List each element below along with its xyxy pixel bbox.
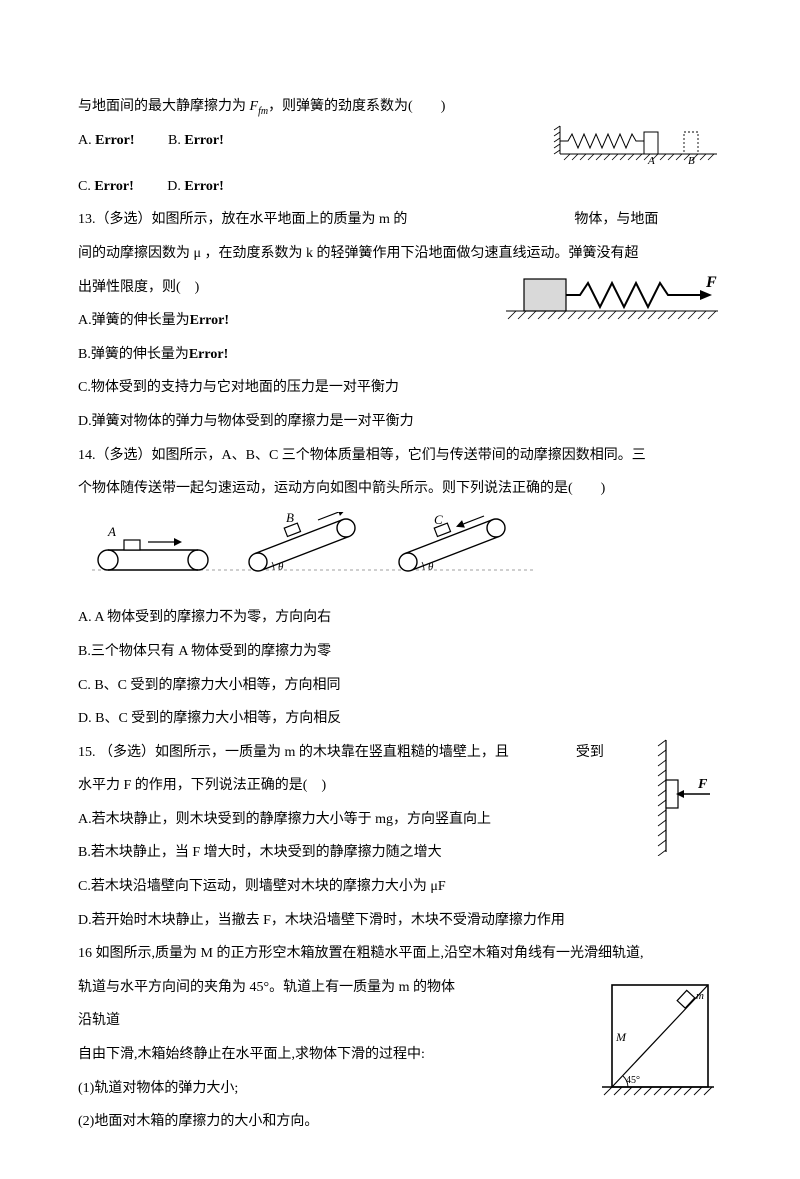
q16-figure: M m 45°	[598, 971, 718, 1101]
q15-opt-b: B.若木块静止，当 F 增大时，木块受到的静摩擦力随之增大	[78, 836, 722, 870]
q14-figure: A B θ	[88, 512, 722, 596]
q12-opt-c: C. Error!	[78, 170, 134, 204]
q14-head: 14.（多选）如图所示，A、B、C 三个物体质量相等，它们与传送带间的动摩擦因数…	[78, 439, 722, 473]
q15-opt-d: D.若开始时木块静止，当撤去 F，木块沿墙壁下滑时，木块不受滑动摩擦力作用	[78, 904, 722, 938]
q15-figure: F	[648, 736, 718, 856]
q13-head-text: 13.（多选）如图所示，放在水平地面上的质量为 m 的	[78, 212, 407, 227]
q12-opts-row2: C. Error! D. Error!	[78, 170, 722, 204]
q12-opt-b: B. Error!	[168, 124, 224, 158]
q12-fig-label-a: A	[647, 155, 655, 166]
q14-opt-b: B.三个物体只有 A 物体受到的摩擦力为零	[78, 635, 722, 669]
q15-head: 15. （多选）如图所示，一质量为 m 的木块靠在竖直粗糙的墙壁上，且 受到	[78, 736, 722, 770]
q13-figure-svg: F	[502, 271, 722, 326]
q13-line2: 间的动摩擦因数为 μ ，在劲度系数为 k 的轻弹簧作用下沿地面做匀速直线运动。弹…	[78, 237, 722, 271]
q16-fig-label-m-small: m	[696, 990, 704, 1002]
q14-label-c: C	[434, 512, 443, 527]
q14-conv-a: A	[98, 524, 208, 570]
q15-fig-label-f: F	[697, 777, 708, 792]
q14-opt-d: D. B、C 受到的摩擦力大小相等，方向相反	[78, 702, 722, 736]
q15-opt-c: C.若木块沿墙壁向下运动，则墙壁对木块的摩擦力大小为 μF	[78, 870, 722, 904]
q13-fig-label-f: F	[705, 274, 717, 291]
q12-figure: A B	[552, 124, 722, 166]
q16-sub2: (2)地面对木箱的摩擦力的大小和方向。	[78, 1105, 722, 1139]
q16-line2a: 轨道与水平方向间的夹角为 45°。轨道上有一质量为 m 的物体	[78, 980, 455, 995]
q15-head-tail: 受到	[576, 745, 604, 760]
q13-opt-c: C.物体受到的支持力与它对地面的压力是一对平衡力	[78, 371, 722, 405]
q16-fig-label-m-big: M	[615, 1030, 627, 1044]
q15-opt-a: A.若木块静止，则木块受到的静摩擦力大小等于 mg，方向竖直向上	[78, 803, 722, 837]
q12-figure-svg: A B	[552, 124, 722, 166]
q13-opt-b: B.弹簧的伸长量为Error!	[78, 338, 722, 372]
q16-head: 16 如图所示,质量为 M 的正方形空木箱放置在粗糙水平面上,沿空木箱对角线有一…	[78, 937, 722, 971]
q12-opt-a: A. A. Error!Error!	[78, 124, 135, 158]
q14-label-a: A	[107, 524, 116, 539]
q13-head-tail: 物体，与地面	[574, 212, 658, 227]
q14-opt-c: C. B、C 受到的摩擦力大小相等，方向相同	[78, 669, 722, 703]
q13-opt-d: D.弹簧对物体的弹力与物体受到的摩擦力是一对平衡力	[78, 405, 722, 439]
q12-F-sym: F	[250, 99, 259, 114]
q16-line2b: 沿轨道	[78, 1013, 120, 1028]
q14-label-theta-b: θ	[278, 561, 284, 573]
q16-fig-label-angle: 45°	[626, 1075, 640, 1086]
q12-opts-row1: A B A. A. Error!Error! B. Error!	[78, 124, 722, 170]
q14-conv-c: C θ	[399, 512, 505, 573]
q12-opt-d: D. Error!	[167, 170, 224, 204]
q12-fig-label-b: B	[688, 155, 695, 166]
q13-figure: F	[502, 271, 722, 326]
q15-head-text: 15. （多选）如图所示，一质量为 m 的木块靠在竖直粗糙的墙壁上，且	[78, 745, 509, 760]
q15-line2: 水平力 F 的作用，下列说法正确的是( )	[78, 769, 722, 803]
q12-preline: 与地面间的最大静摩擦力为 Ffm，则弹簧的劲度系数为( )	[78, 90, 722, 124]
q12-F-sub: fm	[258, 106, 268, 117]
q14-label-b: B	[286, 512, 294, 525]
q14-opt-a: A. A 物体受到的摩擦力不为零，方向向右	[78, 601, 722, 635]
page-root: 与地面间的最大静摩擦力为 Ffm，则弹簧的劲度系数为( )	[0, 0, 800, 1179]
q14-label-theta-c: θ	[428, 561, 434, 573]
q14-conv-b: B θ	[249, 512, 355, 573]
q13-head: 13.（多选）如图所示，放在水平地面上的质量为 m 的 物体，与地面	[78, 203, 722, 237]
q14-line2: 个物体随传送带一起匀速运动，运动方向如图中箭头所示。则下列说法正确的是( )	[78, 472, 722, 506]
